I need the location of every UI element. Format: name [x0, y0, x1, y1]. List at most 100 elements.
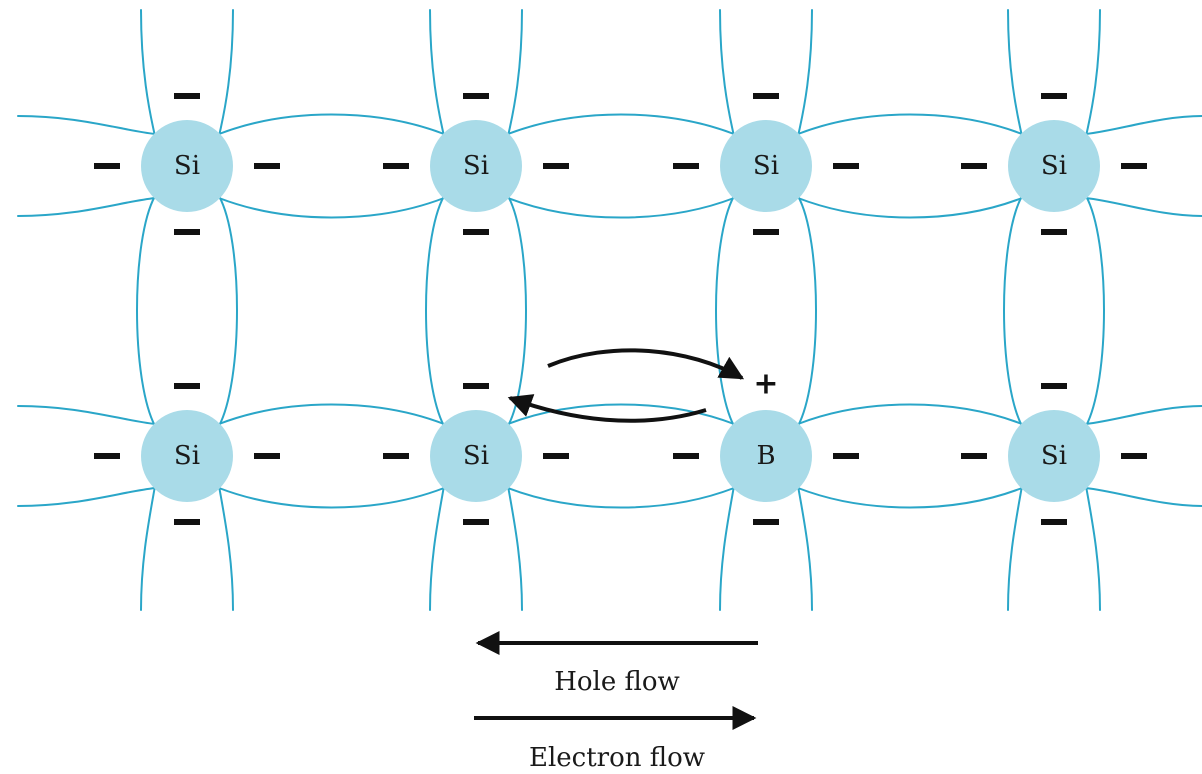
vertical-bond-line: [140, 485, 156, 611]
vertical-bond-line: [719, 485, 735, 611]
silicon-atom: Si: [430, 410, 522, 502]
electron-minus-sign: [174, 519, 200, 525]
electron-charges: [94, 93, 1147, 525]
electron-minus-sign: [1041, 229, 1067, 235]
electron-minus-sign: [753, 519, 779, 525]
hole-jump-arrow: [507, 394, 707, 423]
horizontal-bond-line: [218, 487, 445, 509]
horizontal-bond-line: [1085, 487, 1202, 507]
silicon-atom: Si: [1008, 120, 1100, 212]
electron-minus-sign: [753, 93, 779, 99]
vertical-bond-line: [429, 485, 445, 611]
atom-circle: [430, 120, 522, 212]
atom-symbol: Si: [174, 441, 200, 471]
vertical-bond-line: [218, 9, 234, 137]
electron-minus-sign: [543, 453, 569, 459]
horizontal-bond-line: [797, 113, 1023, 135]
atom-symbol: Si: [463, 441, 489, 471]
horizontal-bond-line: [1085, 115, 1202, 135]
horizontal-bond-line: [1085, 197, 1202, 217]
electron-minus-sign: [94, 163, 120, 169]
electron-minus-sign: [543, 163, 569, 169]
vertical-bond-line: [1085, 195, 1105, 427]
horizontal-bond-line: [1085, 405, 1202, 425]
vertical-bond-line: [507, 485, 523, 611]
vertical-bond-line: [797, 9, 813, 137]
horizontal-bond-line: [507, 487, 735, 509]
covalent-bond-lines: [17, 9, 1202, 611]
horizontal-bond-line: [797, 487, 1023, 509]
electron-minus-sign: [463, 93, 489, 99]
boron-atom: B: [720, 410, 812, 502]
electron-minus-sign: [833, 453, 859, 459]
horizontal-bond-line: [17, 115, 156, 135]
silicon-atom: Si: [430, 120, 522, 212]
horizontal-bond-line: [17, 197, 156, 217]
horizontal-bond-line: [507, 113, 735, 135]
electron-minus-sign: [463, 229, 489, 235]
horizontal-bond-line: [218, 403, 445, 425]
electron-minus-sign: [463, 519, 489, 525]
atom-circle: [141, 120, 233, 212]
electron-minus-sign: [174, 93, 200, 99]
atom-nodes: Si Si Si Si Si Si B Si: [141, 120, 1100, 502]
electron-minus-sign: [94, 453, 120, 459]
vertical-bond-line: [1007, 9, 1023, 137]
horizontal-bond-line: [17, 487, 156, 507]
hole-charge-symbol: +: [753, 367, 778, 402]
vertical-bond-line: [429, 9, 445, 137]
electron-minus-sign: [174, 229, 200, 235]
vertical-bond-line: [218, 195, 238, 427]
electron-minus-sign: [1121, 163, 1147, 169]
vertical-bond-line: [797, 485, 813, 611]
vertical-bond-line: [136, 195, 156, 427]
vertical-bond-line: [715, 195, 735, 427]
vertical-bond-line: [425, 195, 445, 427]
electron-minus-sign: [833, 163, 859, 169]
electron-minus-sign: [961, 453, 987, 459]
horizontal-bond-line: [797, 197, 1023, 219]
atom-symbol: Si: [753, 151, 779, 181]
vertical-bond-line: [507, 195, 527, 427]
silicon-atom: Si: [141, 410, 233, 502]
electron-minus-sign: [673, 163, 699, 169]
electron-minus-sign: [961, 163, 987, 169]
horizontal-bond-line: [218, 197, 445, 219]
vertical-bond-line: [1085, 485, 1101, 611]
electron-flow-label: Electron flow: [529, 743, 705, 773]
atom-circle: [720, 410, 812, 502]
silicon-atom: Si: [141, 120, 233, 212]
silicon-atom: Si: [1008, 410, 1100, 502]
vertical-bond-line: [1007, 485, 1023, 611]
electron-minus-sign: [254, 163, 280, 169]
horizontal-bond-line: [507, 197, 735, 219]
electron-minus-sign: [174, 383, 200, 389]
atom-symbol: Si: [174, 151, 200, 181]
horizontal-bond-line: [797, 403, 1023, 425]
electron-minus-sign: [1041, 383, 1067, 389]
horizontal-bond-line: [218, 113, 445, 135]
vertical-bond-line: [797, 195, 817, 427]
vertical-bond-line: [719, 9, 735, 137]
electron-minus-sign: [1041, 519, 1067, 525]
atom-circle: [1008, 120, 1100, 212]
atom-symbol: Si: [1041, 441, 1067, 471]
vertical-bond-line: [218, 485, 234, 611]
atom-circle: [720, 120, 812, 212]
electron-minus-sign: [383, 163, 409, 169]
horizontal-bond-line: [17, 405, 156, 425]
vertical-bond-line: [1085, 9, 1101, 137]
vertical-bond-line: [1003, 195, 1023, 427]
electron-minus-sign: [463, 383, 489, 389]
atom-symbol: B: [756, 441, 775, 471]
electron-jump-arrow: [547, 348, 745, 380]
atom-symbol: Si: [463, 151, 489, 181]
hole-flow-label: Hole flow: [554, 667, 680, 697]
electron-minus-sign: [673, 453, 699, 459]
electron-minus-sign: [383, 453, 409, 459]
vertical-bond-line: [140, 9, 156, 137]
atom-circle: [430, 410, 522, 502]
electron-minus-sign: [1121, 453, 1147, 459]
atom-circle: [141, 410, 233, 502]
